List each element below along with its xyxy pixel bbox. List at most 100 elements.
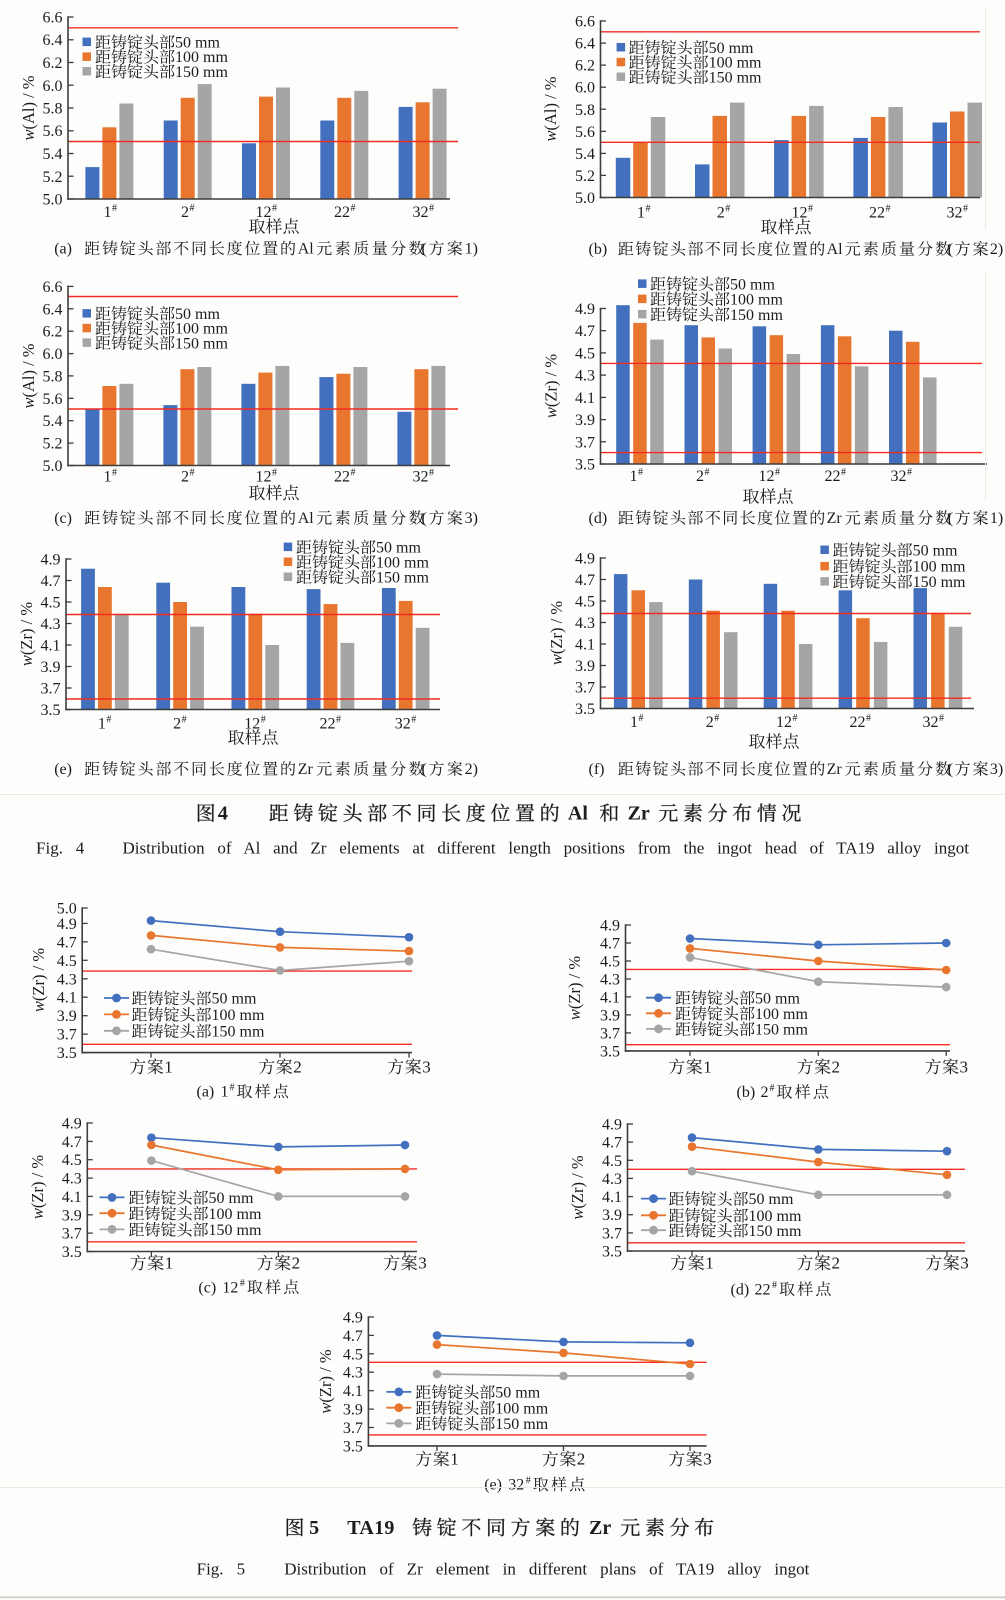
svg-text:5.8: 5.8 xyxy=(43,368,63,385)
svg-text:4.5: 4.5 xyxy=(62,1152,82,1169)
svg-text:#: # xyxy=(939,713,944,724)
svg-text:22: 22 xyxy=(825,468,841,485)
svg-text:150 mm: 150 mm xyxy=(175,64,228,81)
svg-text:1: 1 xyxy=(164,1057,173,1076)
svg-text:32: 32 xyxy=(413,204,429,221)
svg-text:#: # xyxy=(351,468,356,479)
svg-text:100 mm: 100 mm xyxy=(376,554,429,571)
svg-text:3.5: 3.5 xyxy=(575,701,595,718)
svg-text:6.2: 6.2 xyxy=(43,324,63,341)
svg-text:#: # xyxy=(429,468,434,479)
svg-text:#: # xyxy=(841,467,846,478)
svg-text:#: # xyxy=(638,467,643,478)
svg-text:4.5: 4.5 xyxy=(343,1346,363,1363)
svg-text:#: # xyxy=(646,204,651,215)
svg-text:Al: Al xyxy=(568,803,588,825)
svg-text:4.1: 4.1 xyxy=(602,1189,622,1206)
svg-text:50 mm: 50 mm xyxy=(749,1191,794,1208)
svg-text:6.4: 6.4 xyxy=(575,36,595,53)
svg-text:1): 1) xyxy=(990,510,1003,527)
svg-text:1: 1 xyxy=(104,469,112,486)
svg-text:4.9: 4.9 xyxy=(62,1116,82,1133)
svg-text:4.1: 4.1 xyxy=(575,637,595,654)
svg-text:5.0: 5.0 xyxy=(43,458,63,475)
svg-text:3.9: 3.9 xyxy=(57,1008,77,1025)
svg-text:100 mm: 100 mm xyxy=(175,49,228,66)
svg-text:(: ( xyxy=(948,761,953,778)
svg-text:Zr: Zr xyxy=(827,510,843,527)
svg-text:6.0: 6.0 xyxy=(43,78,63,95)
svg-text:3.9: 3.9 xyxy=(343,1402,363,1419)
svg-text:4.3: 4.3 xyxy=(575,368,595,385)
svg-text:2: 2 xyxy=(706,714,714,731)
svg-text:100 mm: 100 mm xyxy=(913,559,966,576)
svg-text:#: # xyxy=(775,467,780,478)
svg-text:4.5: 4.5 xyxy=(575,345,595,362)
svg-text:4.9: 4.9 xyxy=(343,1310,363,1327)
svg-text:4.3: 4.3 xyxy=(602,1171,622,1188)
svg-text:3: 3 xyxy=(960,1057,969,1076)
svg-text:150 mm: 150 mm xyxy=(376,569,429,586)
svg-text:5.6: 5.6 xyxy=(43,123,63,140)
svg-text:4.3: 4.3 xyxy=(62,1171,82,1188)
svg-text:3.9: 3.9 xyxy=(575,658,595,675)
svg-text:150 mm: 150 mm xyxy=(495,1416,548,1433)
svg-text:5.6: 5.6 xyxy=(43,391,63,408)
svg-text:#: # xyxy=(272,468,277,479)
svg-text:w(Zr) / %: w(Zr) / % xyxy=(316,1349,335,1413)
svg-text:4.5: 4.5 xyxy=(575,594,595,611)
svg-text:(: ( xyxy=(422,761,427,778)
svg-text:2: 2 xyxy=(181,469,189,486)
svg-text:(c): (c) xyxy=(198,1279,216,1296)
svg-text:2: 2 xyxy=(173,715,181,732)
svg-text:1: 1 xyxy=(630,468,638,485)
svg-text:(: ( xyxy=(422,510,427,527)
svg-text:#: # xyxy=(112,468,117,479)
svg-text:50 mm: 50 mm xyxy=(209,1190,254,1207)
svg-text:#: # xyxy=(907,467,912,478)
svg-text:3.7: 3.7 xyxy=(575,434,595,451)
svg-text:4.7: 4.7 xyxy=(41,573,61,590)
svg-text:#: # xyxy=(230,1083,235,1094)
svg-text:12: 12 xyxy=(759,468,775,485)
svg-text:12: 12 xyxy=(256,204,272,221)
svg-text:#: # xyxy=(793,713,798,724)
svg-text:4.7: 4.7 xyxy=(57,934,77,951)
svg-text:4.5: 4.5 xyxy=(600,954,620,971)
svg-text:5: 5 xyxy=(309,1517,319,1539)
svg-text:4.1: 4.1 xyxy=(343,1383,363,1400)
svg-text:(: ( xyxy=(422,241,427,258)
svg-text:3: 3 xyxy=(703,1450,712,1469)
svg-text:4.9: 4.9 xyxy=(575,551,595,568)
svg-text:4.7: 4.7 xyxy=(575,323,595,340)
svg-text:50 mm: 50 mm xyxy=(495,1385,540,1402)
svg-text:150 mm: 150 mm xyxy=(209,1222,262,1239)
svg-text:#: # xyxy=(336,714,341,725)
svg-text:50 mm: 50 mm xyxy=(212,991,257,1008)
svg-text:2: 2 xyxy=(761,1084,769,1101)
svg-text:2: 2 xyxy=(717,205,725,222)
svg-text:3: 3 xyxy=(422,1057,431,1076)
svg-text:1: 1 xyxy=(703,1057,712,1076)
svg-text:4.3: 4.3 xyxy=(575,615,595,632)
svg-text:2: 2 xyxy=(292,1254,301,1273)
svg-text:#: # xyxy=(886,204,891,215)
svg-text:32: 32 xyxy=(395,715,411,732)
svg-text:3.9: 3.9 xyxy=(602,1207,622,1224)
svg-text:100 mm: 100 mm xyxy=(495,1400,548,1417)
svg-text:150 mm: 150 mm xyxy=(709,69,762,86)
svg-text:#: # xyxy=(770,1083,775,1094)
svg-text:12: 12 xyxy=(256,469,272,486)
svg-text:1: 1 xyxy=(630,714,638,731)
svg-text:150 mm: 150 mm xyxy=(913,574,966,591)
svg-text:4.1: 4.1 xyxy=(600,989,620,1006)
svg-text:4.1: 4.1 xyxy=(575,390,595,407)
svg-text:4.9: 4.9 xyxy=(57,916,77,933)
svg-text:32: 32 xyxy=(947,205,963,222)
svg-text:w(Zr) / %: w(Zr) / % xyxy=(29,948,48,1012)
svg-text:Al: Al xyxy=(298,510,315,527)
svg-text:3.9: 3.9 xyxy=(600,1007,620,1024)
svg-text:22: 22 xyxy=(334,469,350,486)
svg-text:#: # xyxy=(272,203,277,214)
svg-text:6.0: 6.0 xyxy=(43,346,63,363)
